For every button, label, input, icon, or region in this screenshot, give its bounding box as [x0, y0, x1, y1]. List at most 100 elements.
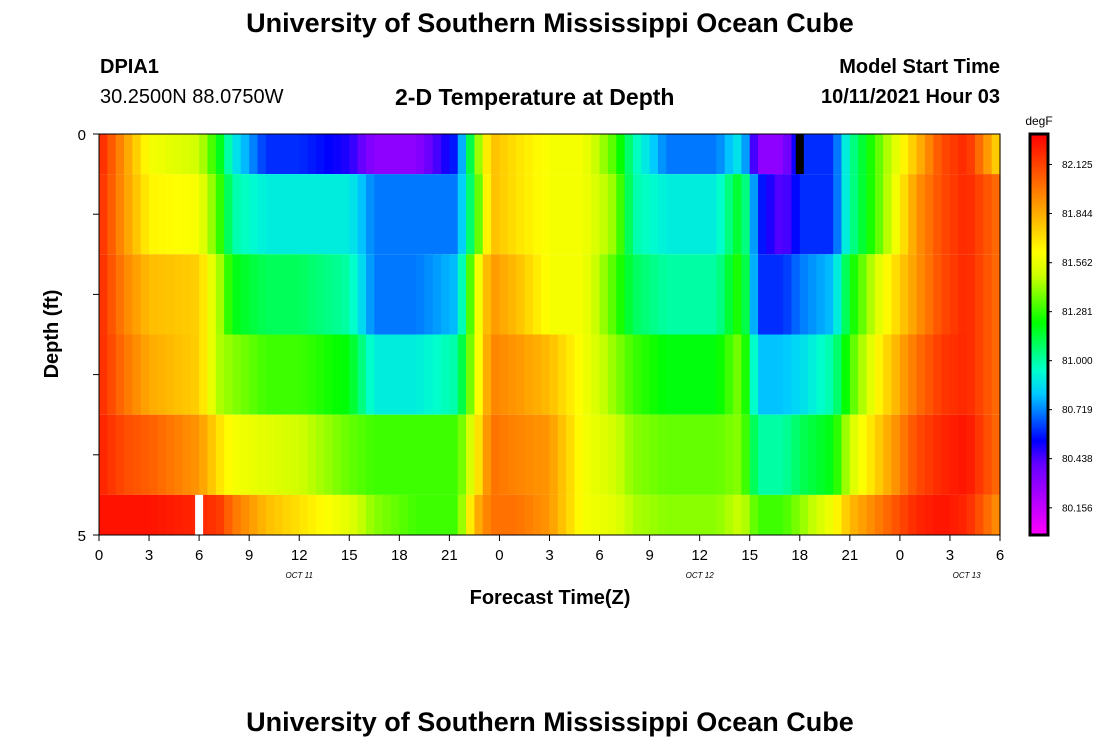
heatmap-cell — [916, 254, 926, 335]
heatmap-cell — [924, 414, 934, 495]
heatmap-cell — [107, 254, 117, 335]
heatmap-cell — [407, 414, 417, 495]
heatmap-cell — [708, 134, 717, 175]
heatmap-cell — [207, 494, 217, 535]
x-tick-label: 3 — [145, 547, 153, 564]
heatmap-cell — [691, 254, 701, 335]
heatmap-cell — [407, 334, 417, 415]
heatmap-cell — [649, 174, 659, 255]
heatmap-cell — [966, 334, 976, 415]
heatmap-cell — [249, 494, 259, 535]
heatmap-cell — [791, 254, 801, 335]
heatmap-cell — [190, 174, 200, 255]
heatmap-cell — [566, 134, 576, 175]
heatmap-cell — [232, 334, 242, 415]
heatmap-cell — [749, 334, 759, 415]
date-label: OCT 12 — [686, 571, 715, 580]
heatmap-cell — [783, 134, 793, 175]
heatmap-cell — [307, 334, 317, 415]
heatmap-cell — [290, 414, 300, 495]
heatmap-cell — [257, 334, 267, 415]
heatmap-cell — [866, 254, 876, 335]
heatmap-cell — [816, 414, 826, 495]
heatmap-cell — [899, 494, 909, 535]
heatmap-cell — [941, 494, 951, 535]
heatmap-cell — [165, 134, 175, 175]
heatmap-cell — [357, 334, 367, 415]
heatmap-cell — [232, 414, 242, 495]
heatmap-cell — [941, 174, 951, 255]
heatmap-cell — [324, 494, 334, 535]
heatmap-cell — [966, 174, 976, 255]
heatmap-cell — [883, 134, 893, 175]
heatmap-cell — [182, 494, 192, 535]
heatmap-cell — [199, 174, 209, 255]
x-tick-label: 12 — [691, 547, 708, 564]
heatmap-cell — [390, 334, 400, 415]
heatmap-cell — [808, 494, 818, 535]
heatmap-cell — [566, 414, 576, 495]
heatmap-cell — [599, 254, 609, 335]
colorbar-label: 80.438 — [1062, 454, 1093, 465]
heatmap-cell — [791, 494, 801, 535]
heatmap-cell — [190, 134, 200, 175]
heatmap-cell — [99, 254, 108, 335]
x-tick-label: 18 — [791, 547, 808, 564]
heatmap-cell — [474, 134, 484, 175]
heatmap-cell — [824, 334, 834, 415]
heatmap-cell — [140, 134, 150, 175]
heatmap-cell — [699, 134, 709, 175]
heatmap-cell — [591, 414, 601, 495]
heatmap-cell — [374, 494, 384, 535]
heatmap-cell — [574, 174, 584, 255]
heatmap-cell — [741, 334, 751, 415]
heatmap-cell — [482, 134, 492, 175]
heatmap-cell — [849, 414, 859, 495]
heatmap-cell — [632, 174, 642, 255]
heatmap-cell — [591, 334, 601, 415]
heatmap-cell — [933, 134, 943, 175]
x-tick-label: 3 — [946, 547, 954, 564]
heatmap-cell — [424, 174, 434, 255]
heatmap-cell — [641, 174, 651, 255]
heatmap-cell — [99, 134, 108, 175]
heatmap-cell — [407, 174, 417, 255]
heatmap-cell — [491, 134, 501, 175]
heatmap-cell — [657, 174, 667, 255]
heatmap-cell — [99, 174, 108, 255]
heatmap-cell — [582, 174, 592, 255]
heatmap-cell — [549, 334, 559, 415]
heatmap-cell — [407, 134, 417, 175]
heatmap-cell — [758, 134, 767, 175]
heatmap-cell — [991, 414, 1001, 495]
heatmap-cell — [149, 174, 158, 255]
x-tick-label: 0 — [95, 547, 103, 564]
heatmap-cell — [516, 174, 526, 255]
station-coordinates: 30.2500N 88.0750W — [100, 86, 284, 108]
heatmap-cell — [199, 494, 209, 535]
heatmap-cell — [474, 414, 484, 495]
heatmap-cell — [424, 494, 434, 535]
heatmap-cell — [632, 494, 642, 535]
heatmap-cell — [908, 254, 918, 335]
heatmap-cell — [557, 334, 567, 415]
heatmap-cell — [657, 334, 667, 415]
heatmap-cell — [874, 334, 884, 415]
heatmap-cell — [432, 174, 442, 255]
heatmap-cell — [883, 414, 893, 495]
heatmap-cell — [974, 494, 984, 535]
heatmap-cell — [466, 414, 476, 495]
heatmap-cell — [140, 334, 150, 415]
heatmap-cell — [724, 174, 734, 255]
heatmap-cell — [482, 494, 492, 535]
heatmap-cell — [833, 254, 843, 335]
heatmap-cell — [908, 414, 918, 495]
heatmap-cell — [883, 254, 893, 335]
heatmap-cell — [582, 414, 592, 495]
heatmap-cell — [174, 414, 184, 495]
heatmap-cell — [457, 414, 467, 495]
heatmap-cell — [849, 134, 859, 175]
heatmap-cell — [924, 494, 934, 535]
heatmap-cell — [315, 134, 325, 175]
heatmap-cell — [557, 414, 567, 495]
